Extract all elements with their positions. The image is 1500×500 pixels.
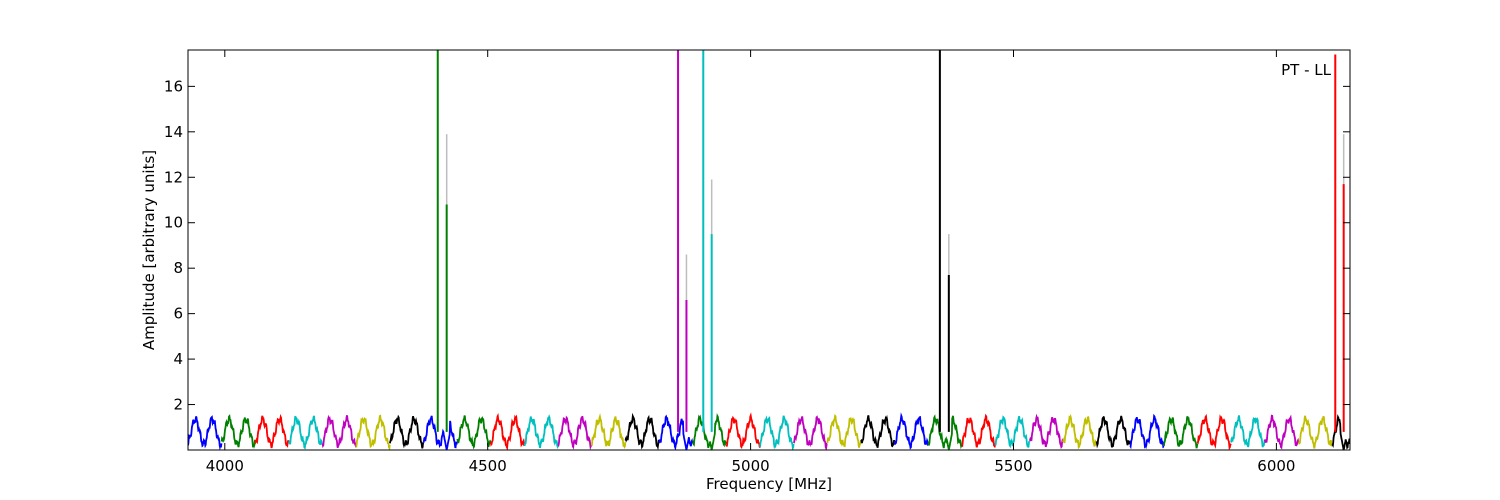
chart-annotation: PT - LL bbox=[1281, 61, 1332, 79]
y-tick-label: 14 bbox=[164, 123, 183, 141]
baseline-segment bbox=[1263, 414, 1300, 450]
baseline-segment bbox=[1062, 413, 1098, 450]
baseline-segment bbox=[590, 413, 627, 450]
baseline-segment bbox=[725, 412, 761, 449]
y-axis-title: Amplitude [arbitrary units] bbox=[140, 150, 158, 350]
plot-area bbox=[188, 50, 1350, 450]
y-tick-label: 6 bbox=[173, 305, 183, 323]
x-tick-label: 5500 bbox=[994, 457, 1032, 475]
baseline-segment bbox=[188, 415, 223, 450]
baseline-segment bbox=[692, 413, 728, 450]
baseline-segment bbox=[1230, 415, 1266, 448]
baseline-segment bbox=[288, 415, 324, 450]
y-tick-label: 10 bbox=[164, 214, 183, 232]
y-tick-label: 8 bbox=[173, 259, 183, 277]
baseline-segment bbox=[220, 414, 256, 449]
baseline-segment bbox=[860, 414, 896, 448]
baseline-segment bbox=[1129, 413, 1165, 450]
x-axis-title: Frequency [MHz] bbox=[706, 475, 832, 493]
y-tick-label: 16 bbox=[164, 77, 183, 95]
baseline-segment bbox=[490, 412, 526, 450]
baseline-segment bbox=[624, 412, 660, 450]
baseline-segment bbox=[321, 414, 357, 449]
x-tick-label: 5000 bbox=[732, 457, 770, 475]
baseline-segment bbox=[1163, 416, 1199, 449]
baseline-segment bbox=[1196, 413, 1232, 450]
series-group bbox=[188, 50, 1350, 450]
baseline-segment bbox=[961, 413, 996, 448]
plot-frame bbox=[187, 49, 1351, 451]
baseline-segment bbox=[826, 413, 862, 448]
baseline-segment bbox=[893, 412, 930, 450]
x-tick-label: 4500 bbox=[469, 457, 507, 475]
baseline-segment bbox=[759, 415, 795, 450]
baseline-segment bbox=[1095, 415, 1131, 449]
baseline-segment bbox=[456, 415, 492, 450]
x-tick-label: 6000 bbox=[1257, 457, 1295, 475]
baseline-segment bbox=[792, 415, 828, 450]
axis-ticks: 4000 4500 5000 5500 6000 2 4 6 8 10 12 14 16 bbox=[164, 50, 1350, 475]
baseline-segment bbox=[658, 414, 694, 450]
x-tick-label: 4000 bbox=[206, 457, 244, 475]
baseline-segment bbox=[557, 415, 593, 450]
y-tick-label: 2 bbox=[173, 396, 183, 414]
baseline-segment bbox=[389, 414, 425, 449]
baseline-segment bbox=[422, 415, 458, 450]
baseline-segment bbox=[1297, 415, 1333, 449]
baseline-segment bbox=[994, 415, 1030, 449]
baseline-segment bbox=[927, 414, 963, 450]
baseline-segment bbox=[523, 414, 559, 450]
baseline-segment bbox=[355, 414, 391, 450]
baseline-segment bbox=[1029, 413, 1064, 450]
y-tick-label: 4 bbox=[173, 350, 183, 368]
y-tick-label: 12 bbox=[164, 168, 183, 186]
baseline-segment bbox=[254, 413, 290, 449]
